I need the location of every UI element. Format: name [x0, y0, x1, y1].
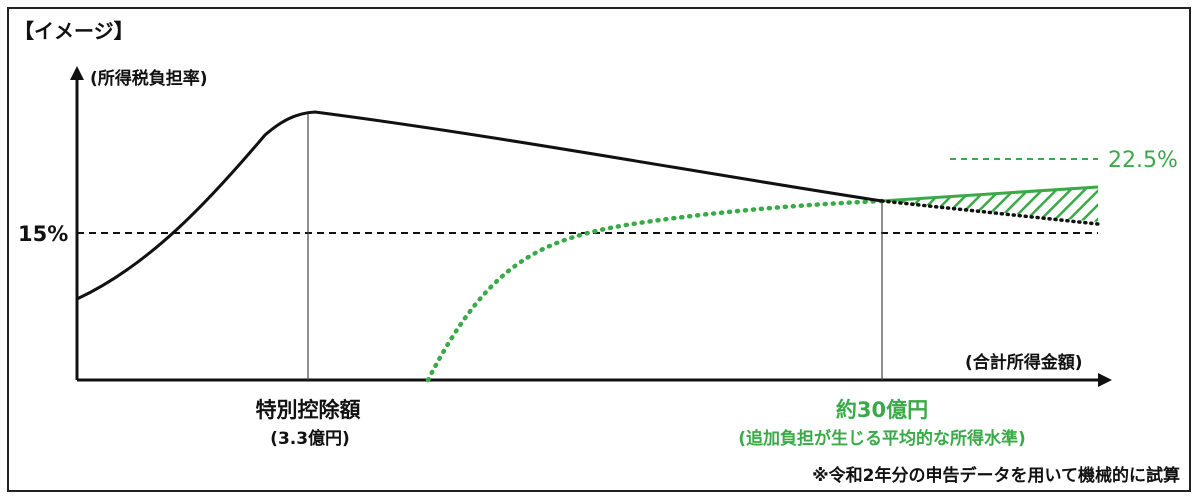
chart-frame — [7, 7, 1191, 492]
x-axis-title: (合計所得金額) — [965, 352, 1083, 373]
tax-burden-curve-dotted — [880, 199, 1100, 226]
y-axis-title: (所得税負担率) — [90, 68, 208, 89]
footnote: ※令和2年分の申告データを用いて機械的に試算 — [812, 465, 1180, 486]
tax-burden-curve — [76, 110, 883, 301]
marker-sublabel-30oku: (追加負担が生じる平均的な所得水準) — [738, 428, 1026, 449]
marker-label-special-deduction: 特別控除額 — [256, 398, 361, 422]
new-burden-line — [881, 185, 1099, 203]
x-axis-arrow — [1098, 373, 1112, 387]
target-level-label: 22.5% — [1108, 148, 1178, 173]
marker-label-30oku: 約30億円 — [836, 398, 928, 422]
marker-sublabel-special-deduction: (3.3億円) — [270, 428, 350, 449]
additional-burden-area — [882, 187, 1098, 222]
reference-label-15: 15% — [18, 222, 68, 246]
image-label: 【イメージ】 — [14, 19, 134, 43]
y-axis-arrow — [70, 66, 84, 80]
min-tax-curve — [425, 198, 885, 383]
